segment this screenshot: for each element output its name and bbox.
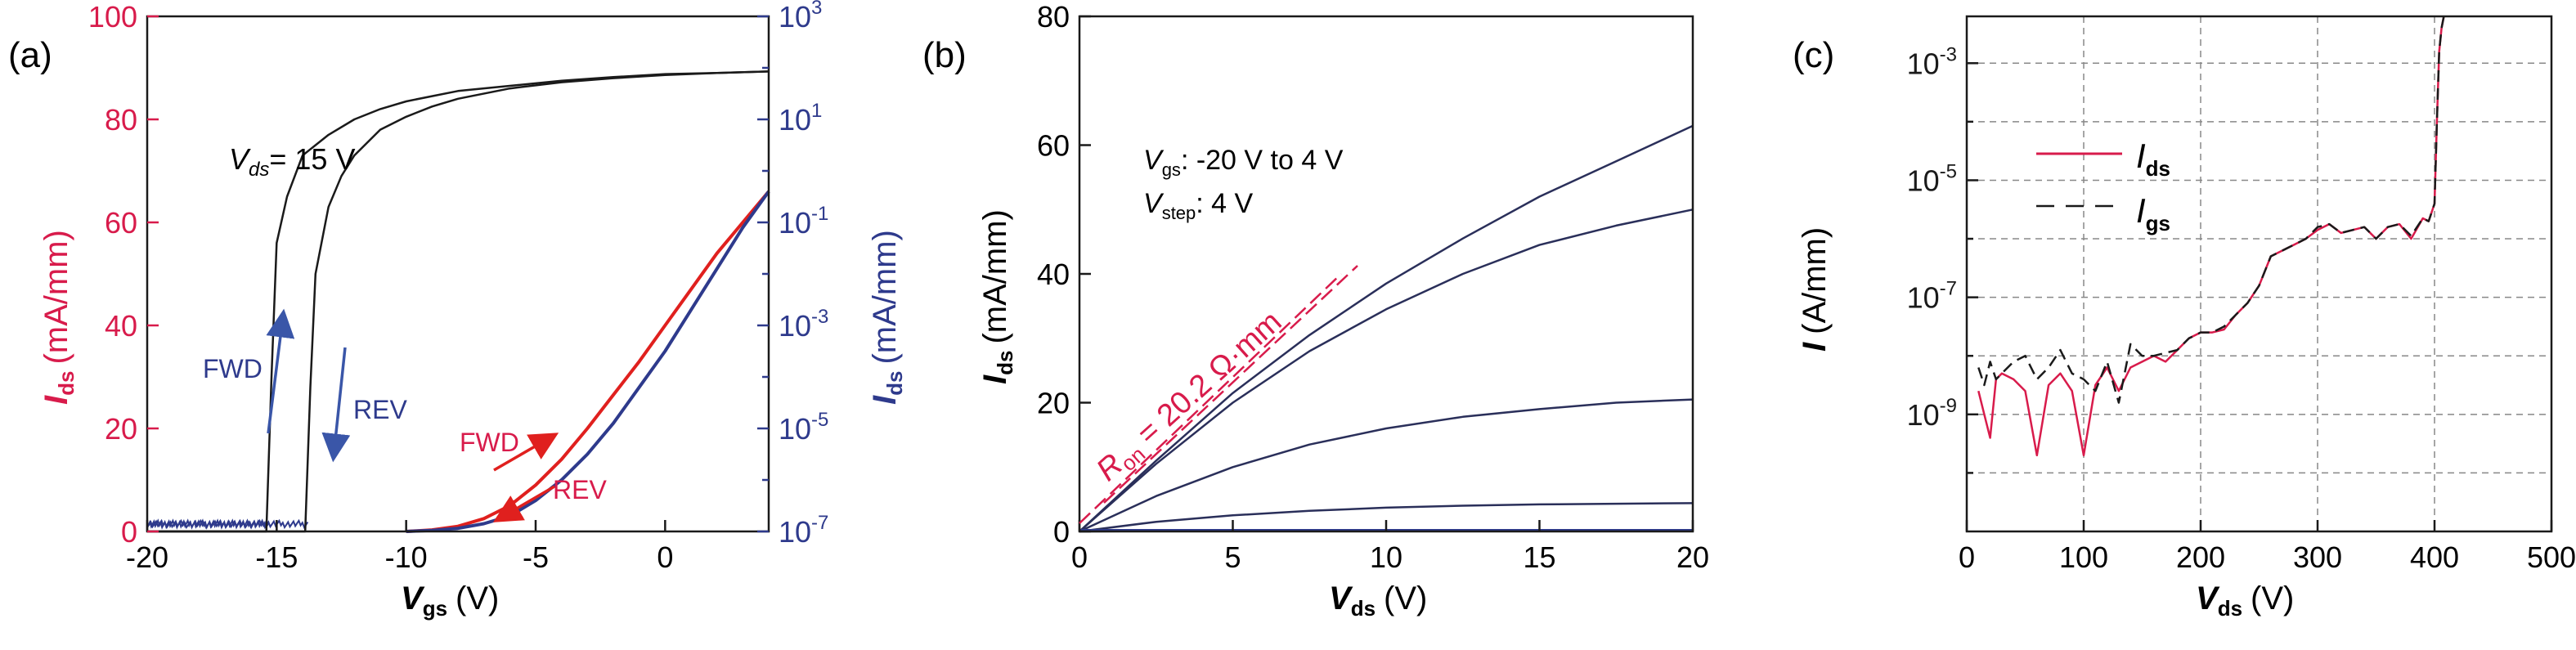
- panel-label-b: (b): [922, 35, 967, 75]
- series-line-b-1: [1079, 208, 1694, 532]
- y-tick-label-right-a: 10-5: [779, 409, 828, 446]
- y-tick-label-right-a: 10-7: [779, 512, 828, 549]
- y-tick-label-b: 20: [1037, 387, 1070, 420]
- y-tick-label-c: 10-3: [1907, 43, 1957, 80]
- legend-label-ids: Ids: [2136, 137, 2170, 181]
- x-tick-label-a: -5: [523, 540, 549, 574]
- vstep-annotation-b: Vstep: 4 V: [1143, 188, 1254, 223]
- series-line-b-3: [1079, 502, 1694, 533]
- fwd-label-lin-a: FWD: [460, 428, 519, 457]
- x-tick-label-b: 20: [1676, 540, 1709, 574]
- rev-label-log-a: REV: [353, 395, 407, 424]
- plot-frame-b: [1078, 15, 1694, 533]
- x-axis-label-c: Vds (V): [2196, 581, 2294, 621]
- rev-label-lin-a: REV: [553, 475, 607, 504]
- ron-fit-line-b2: [1103, 265, 1358, 504]
- series-line-a-2: [406, 190, 770, 533]
- y-tick-label-left-a: 40: [105, 309, 137, 343]
- x-axis-label-a: Vgs (V): [401, 581, 499, 621]
- panel-c: (c) 0 100 200 300 400 500 10-9 10-7 10-5 10-3 Vd…: [1793, 15, 2576, 621]
- y-tick-label-b: 40: [1037, 258, 1070, 291]
- ron-label-b: Ron = 20.2 Ω·mm: [1090, 304, 1291, 491]
- y-tick-label-c: 10-9: [1907, 395, 1957, 432]
- x-tick-label-b: 0: [1071, 540, 1088, 574]
- x-ticks-a: -20 -15 -10 -5 0: [126, 520, 673, 574]
- x-tick-label-c: 500: [2527, 540, 2576, 574]
- series-line-a-0: [147, 70, 770, 533]
- y-tick-label-b: 0: [1053, 515, 1070, 549]
- series-line-b-0: [1079, 124, 1694, 532]
- y-ticks-left-a: 0 20 40 60 80 100: [88, 0, 159, 549]
- x-tick-label-c: 100: [2059, 540, 2108, 574]
- y-tick-label-c: 10-7: [1907, 278, 1957, 315]
- y-tick-label-left-a: 100: [88, 0, 137, 34]
- series-line-a-3: [406, 191, 770, 533]
- y-ticks-right-a: 10-7 10-5 10-3 10-1 101 103: [757, 0, 828, 549]
- y-tick-label-left-a: 20: [105, 412, 137, 446]
- legend-label-igs: Igs: [2136, 191, 2170, 235]
- vds-annotation-a: Vds= 15 V: [229, 142, 355, 181]
- plot-frame-c: [1965, 15, 2553, 533]
- series-line-b-2: [1079, 398, 1694, 533]
- y-tick-label-right-a: 101: [779, 100, 822, 137]
- y-ticks-b: 0 20 40 60 80: [1037, 0, 1091, 549]
- x-tick-label-b: 15: [1523, 540, 1555, 574]
- y-tick-label-c: 10-5: [1907, 160, 1957, 197]
- plot-frame-a: [146, 15, 770, 533]
- grid-c: [1967, 16, 2551, 531]
- y-tick-label-left-a: 0: [121, 515, 137, 549]
- y-tick-label-b: 80: [1037, 0, 1070, 34]
- x-tick-label-a: -20: [126, 540, 168, 574]
- panel-label-a: (a): [8, 35, 52, 75]
- x-tick-label-c: 200: [2176, 540, 2225, 574]
- rev-arrow-log-a: [321, 347, 351, 463]
- x-tick-label-a: -10: [385, 540, 428, 574]
- y-tick-label-left-a: 80: [105, 103, 137, 137]
- fwd-label-log-a: FWD: [203, 354, 263, 383]
- curves-a: [146, 70, 770, 533]
- y-axis-label-b: Ids(mA/mm): [977, 209, 1017, 384]
- y-tick-label-b: 60: [1037, 129, 1070, 163]
- curves-c: [1977, 16, 2445, 457]
- series-line-a-1: [147, 70, 770, 533]
- y-tick-label-left-a: 60: [105, 206, 137, 240]
- noise-floor-trace-a: [146, 518, 309, 530]
- panel-label-c: (c): [1793, 35, 1834, 75]
- legend-c: Ids Igs: [2036, 137, 2170, 235]
- fwd-arrow-lin-a: [493, 433, 559, 472]
- vgs-range-annotation-b: Vgs: -20 V to 4 V: [1143, 145, 1344, 180]
- x-ticks-b: 0 5 10 15 20: [1071, 520, 1709, 574]
- x-ticks-c: 0 100 200 300 400 500: [1959, 520, 2576, 574]
- y-tick-label-right-a: 10-3: [779, 306, 828, 343]
- y-axis-label-left-a: Ids(mA/mm): [38, 230, 79, 405]
- x-tick-label-b: 10: [1370, 540, 1402, 574]
- rev-arrow-lin-a: [492, 485, 555, 522]
- y-axis-label-c: I(A/mm): [1797, 227, 1833, 352]
- x-tick-label-c: 300: [2293, 540, 2342, 574]
- y-tick-label-right-a: 103: [779, 0, 822, 34]
- y-axis-label-right-a: Ids(mA/mm): [867, 230, 907, 405]
- x-tick-label-c: 400: [2410, 540, 2459, 574]
- series-line-c-Igs: [1977, 16, 2445, 404]
- x-axis-label-b: Vds (V): [1329, 581, 1427, 621]
- x-tick-label-c: 0: [1959, 540, 1975, 574]
- series-line-c-Ids: [1977, 16, 2445, 457]
- x-tick-label-a: -15: [255, 540, 298, 574]
- curves-b: [1079, 124, 1694, 533]
- y-ticks-c: 10-9 10-7 10-5 10-3: [1907, 43, 1978, 474]
- ron-fit-line-b: [1079, 273, 1342, 524]
- fwd-arrow-log-a: [266, 308, 295, 434]
- x-tick-label-b: 5: [1224, 540, 1241, 574]
- y-tick-label-right-a: 10-1: [779, 203, 828, 240]
- x-tick-label-a: 0: [657, 540, 673, 574]
- panel-b: (b) 0 5 10 15 20 0 20 40 60 80 Vds (V) Ids(mA/mm)…: [922, 0, 1709, 621]
